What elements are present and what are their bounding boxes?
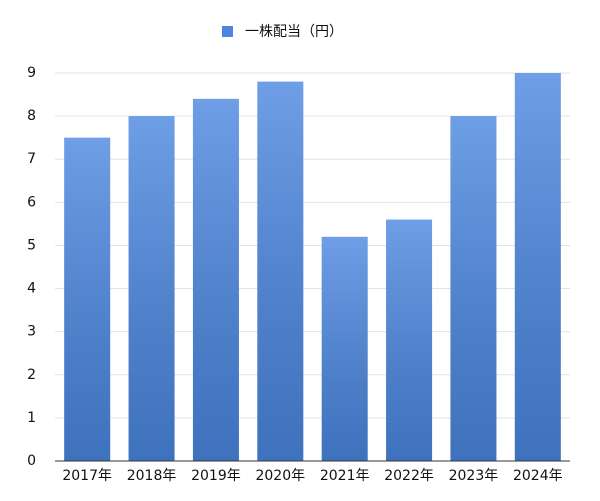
y-tick-label: 2 (27, 367, 36, 383)
bar-shade (128, 116, 175, 461)
y-tick-label: 5 (27, 237, 36, 253)
bars (64, 73, 561, 461)
legend-label: 一株配当（円） (245, 24, 343, 40)
y-tick-label: 0 (27, 453, 36, 469)
y-tick-label: 1 (27, 410, 36, 426)
legend-swatch (222, 26, 233, 37)
y-tick-label: 9 (27, 65, 36, 81)
x-tick-label: 2021年 (320, 468, 370, 484)
bar-shade (514, 73, 561, 461)
y-tick-label: 4 (27, 281, 36, 297)
x-tick-label: 2022年 (384, 468, 434, 484)
y-tick-label: 8 (27, 108, 36, 124)
y-tick-label: 7 (27, 151, 36, 167)
bar-shade (450, 116, 497, 461)
y-tick-label: 6 (27, 194, 36, 210)
bar-shade (192, 98, 239, 461)
y-tick-label: 3 (27, 324, 36, 340)
x-tick-label: 2019年 (191, 468, 241, 484)
bar-shade (64, 137, 111, 461)
x-tick-label: 2020年 (255, 468, 305, 484)
bar-shade (321, 236, 368, 461)
x-tick-label: 2017年 (62, 468, 112, 484)
bar-shade (257, 81, 304, 461)
bar-shade (386, 219, 433, 461)
x-tick-label: 2024年 (513, 468, 563, 484)
x-tick-label: 2023年 (449, 468, 499, 484)
x-tick-label: 2018年 (127, 468, 177, 484)
